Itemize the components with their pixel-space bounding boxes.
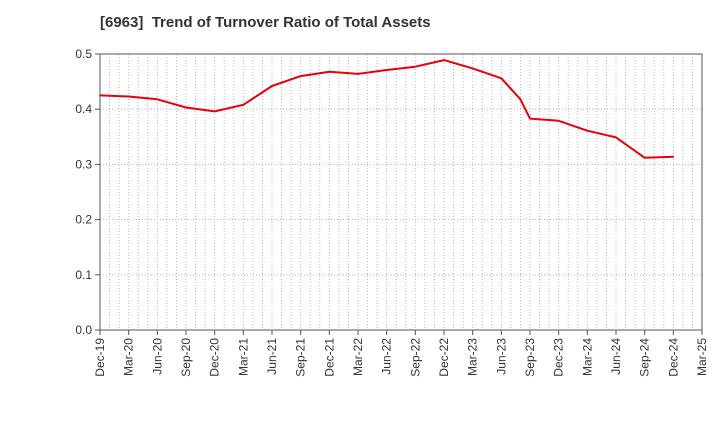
tick-labels: 0.0 0.1 0.2 0.3 0.4 0.5 Dec-19 Mar-20 Jun-20 Sep-… — [75, 47, 709, 377]
y-tick-label: 0.1 — [75, 268, 92, 282]
x-tick-label: Mar-23 — [466, 338, 480, 376]
data-point — [271, 85, 273, 87]
data-point — [99, 94, 101, 97]
data-point — [643, 156, 646, 159]
data-point — [500, 77, 503, 80]
x-tick-label: Mar-21 — [236, 338, 250, 376]
series-lines — [99, 59, 675, 159]
x-tick-label: Jun-24 — [609, 338, 623, 375]
data-point — [213, 110, 216, 113]
data-point — [672, 155, 675, 158]
data-point — [414, 65, 417, 68]
series-line — [99, 59, 674, 159]
x-tick-label: Jun-22 — [380, 338, 394, 375]
data-point — [299, 75, 302, 77]
chart-title: [6963] Trend of Turnover Ratio of Total … — [100, 14, 431, 31]
data-point — [328, 70, 331, 73]
data-point — [385, 69, 388, 71]
y-tick-label: 0.0 — [75, 323, 92, 337]
data-point — [519, 98, 522, 101]
x-tick-label: Sep-22 — [408, 338, 422, 377]
data-point — [586, 129, 589, 132]
data-point — [557, 119, 560, 122]
data-point — [185, 106, 187, 109]
x-tick-label: Dec-21 — [322, 338, 336, 377]
x-tick-label: Mar-20 — [122, 338, 136, 376]
data-point — [615, 136, 617, 139]
x-tick-label: Dec-20 — [208, 338, 222, 377]
x-tick-label: Dec-23 — [552, 338, 566, 377]
x-tick-label: Jun-21 — [265, 338, 279, 375]
x-tick-label: Sep-20 — [179, 338, 193, 377]
data-point — [471, 67, 474, 70]
x-tick-label: Mar-22 — [351, 338, 365, 376]
x-tick-label: Mar-25 — [695, 338, 709, 376]
x-tick-label: Sep-24 — [638, 338, 652, 377]
data-point — [127, 95, 130, 98]
x-tick-label: Dec-22 — [437, 338, 451, 377]
data-point — [242, 103, 245, 106]
plot-frame — [99, 53, 703, 331]
x-tick-label: Dec-24 — [666, 338, 680, 377]
x-tick-label: Mar-24 — [580, 338, 594, 376]
x-tick-label: Jun-23 — [494, 338, 508, 375]
x-tick-label: Sep-21 — [294, 338, 308, 377]
axes — [95, 53, 703, 335]
grid-lines — [99, 53, 703, 331]
y-tick-label: 0.3 — [75, 157, 92, 171]
y-tick-label: 0.5 — [75, 47, 92, 61]
x-tick-label: Sep-23 — [523, 338, 537, 377]
y-tick-label: 0.2 — [75, 213, 92, 227]
data-point — [529, 117, 531, 120]
data-point — [357, 73, 359, 75]
data-point — [156, 98, 159, 101]
y-tick-label: 0.4 — [75, 102, 92, 116]
data-point — [443, 59, 445, 61]
x-tick-label: Jun-20 — [150, 338, 164, 375]
x-tick-label: Dec-19 — [93, 338, 107, 377]
